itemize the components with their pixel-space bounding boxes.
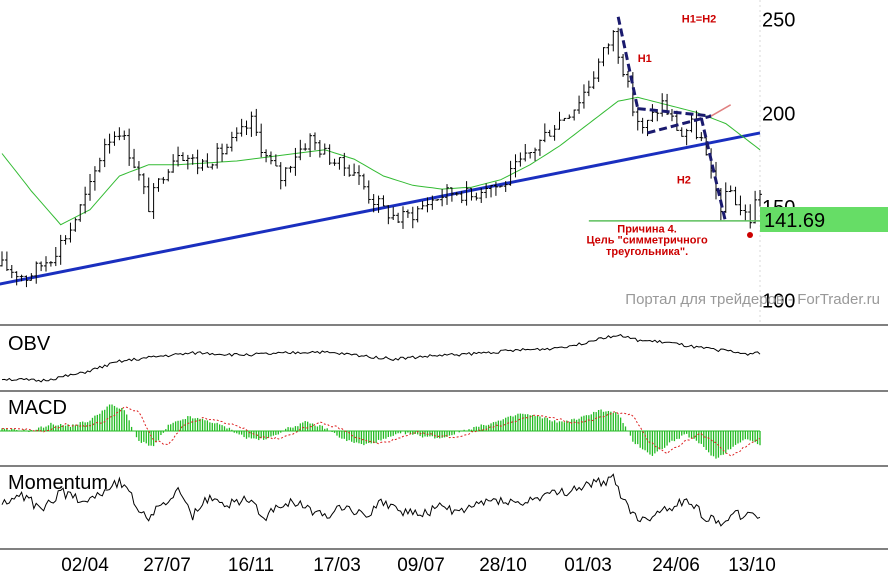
price-tick-label: 200 (762, 103, 795, 125)
watermark: Портал для трейдеров - ForTrader.ru (625, 291, 880, 308)
date-tick-label: 02/04 (61, 555, 109, 576)
obv-title: OBV (8, 333, 51, 355)
chart-annotation: H2 (677, 175, 691, 187)
macd-signal-layer (2, 406, 761, 457)
momentum-line (1, 473, 761, 527)
moving-average-line (1, 96, 761, 226)
price-label-value: 141.69 (764, 210, 825, 232)
target-marker (747, 232, 753, 238)
chart-annotation: Причина 4. (617, 223, 677, 235)
price-tick-label: 250 (762, 10, 795, 32)
date-tick-label: 01/03 (564, 555, 612, 576)
momentum-layer (1, 473, 761, 527)
chart-annotation: H1=H2 (682, 14, 717, 26)
date-tick-label: 28/10 (479, 555, 527, 576)
date-tick-label: 16/11 (228, 555, 274, 576)
price-bars-layer (0, 27, 762, 288)
date-axis-layer: 02/04 27/07 16/11 17/03 09/07 28/10 01/03 24/06… (61, 555, 776, 576)
date-tick-label: 13/10 (728, 555, 776, 576)
triangle-extension-line (710, 104, 732, 117)
annotation-layer: H1=H2 H1 H2 Причина 4.Цель "симметричноготр… (586, 14, 716, 258)
obv-layer (1, 334, 761, 383)
price-tick-label: 100 (762, 291, 795, 313)
chart-annotation: треугольника". (606, 246, 688, 258)
moving-average-layer (1, 96, 761, 226)
momentum-title: Momentum (8, 472, 108, 494)
obv-line (1, 334, 761, 383)
macd-signal-line (2, 406, 761, 457)
pattern-upper-line (616, 16, 640, 109)
chart-annotation: H1 (638, 53, 652, 65)
date-tick-label: 17/03 (313, 555, 361, 576)
pattern-drop-line (699, 117, 728, 224)
date-tick-label: 24/06 (652, 555, 700, 576)
date-tick-label: 09/07 (397, 555, 445, 576)
chart-annotation: Цель "симметричного (586, 235, 707, 247)
trendline-layer (588, 16, 760, 224)
macd-title: MACD (8, 397, 67, 419)
price-label-box (760, 207, 888, 232)
date-tick-label: 27/07 (143, 555, 191, 576)
pattern-triangle-top-line (637, 107, 712, 118)
